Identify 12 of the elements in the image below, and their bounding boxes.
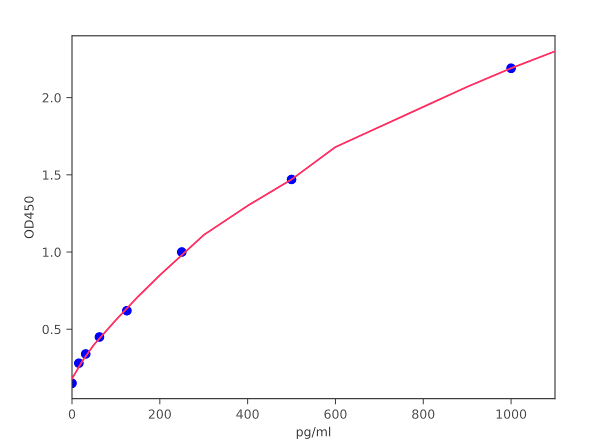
x-tick-label: 800: [412, 409, 434, 419]
y-tick-label: 2.0: [42, 93, 61, 103]
x-tick-label: 0: [68, 409, 76, 419]
y-tick-label: 0.5: [42, 324, 60, 334]
y-tick-label: 1.5: [43, 170, 60, 180]
x-tick-label: 600: [324, 409, 347, 419]
x-tick-label: 1000: [496, 409, 526, 419]
x-axis-title: pg/ml: [296, 426, 330, 439]
x-tick-label: 400: [236, 409, 259, 419]
x-tick-label: 200: [148, 409, 171, 419]
y-tick-label: 1.0: [43, 247, 61, 257]
y-axis-title: OD450: [24, 196, 34, 238]
